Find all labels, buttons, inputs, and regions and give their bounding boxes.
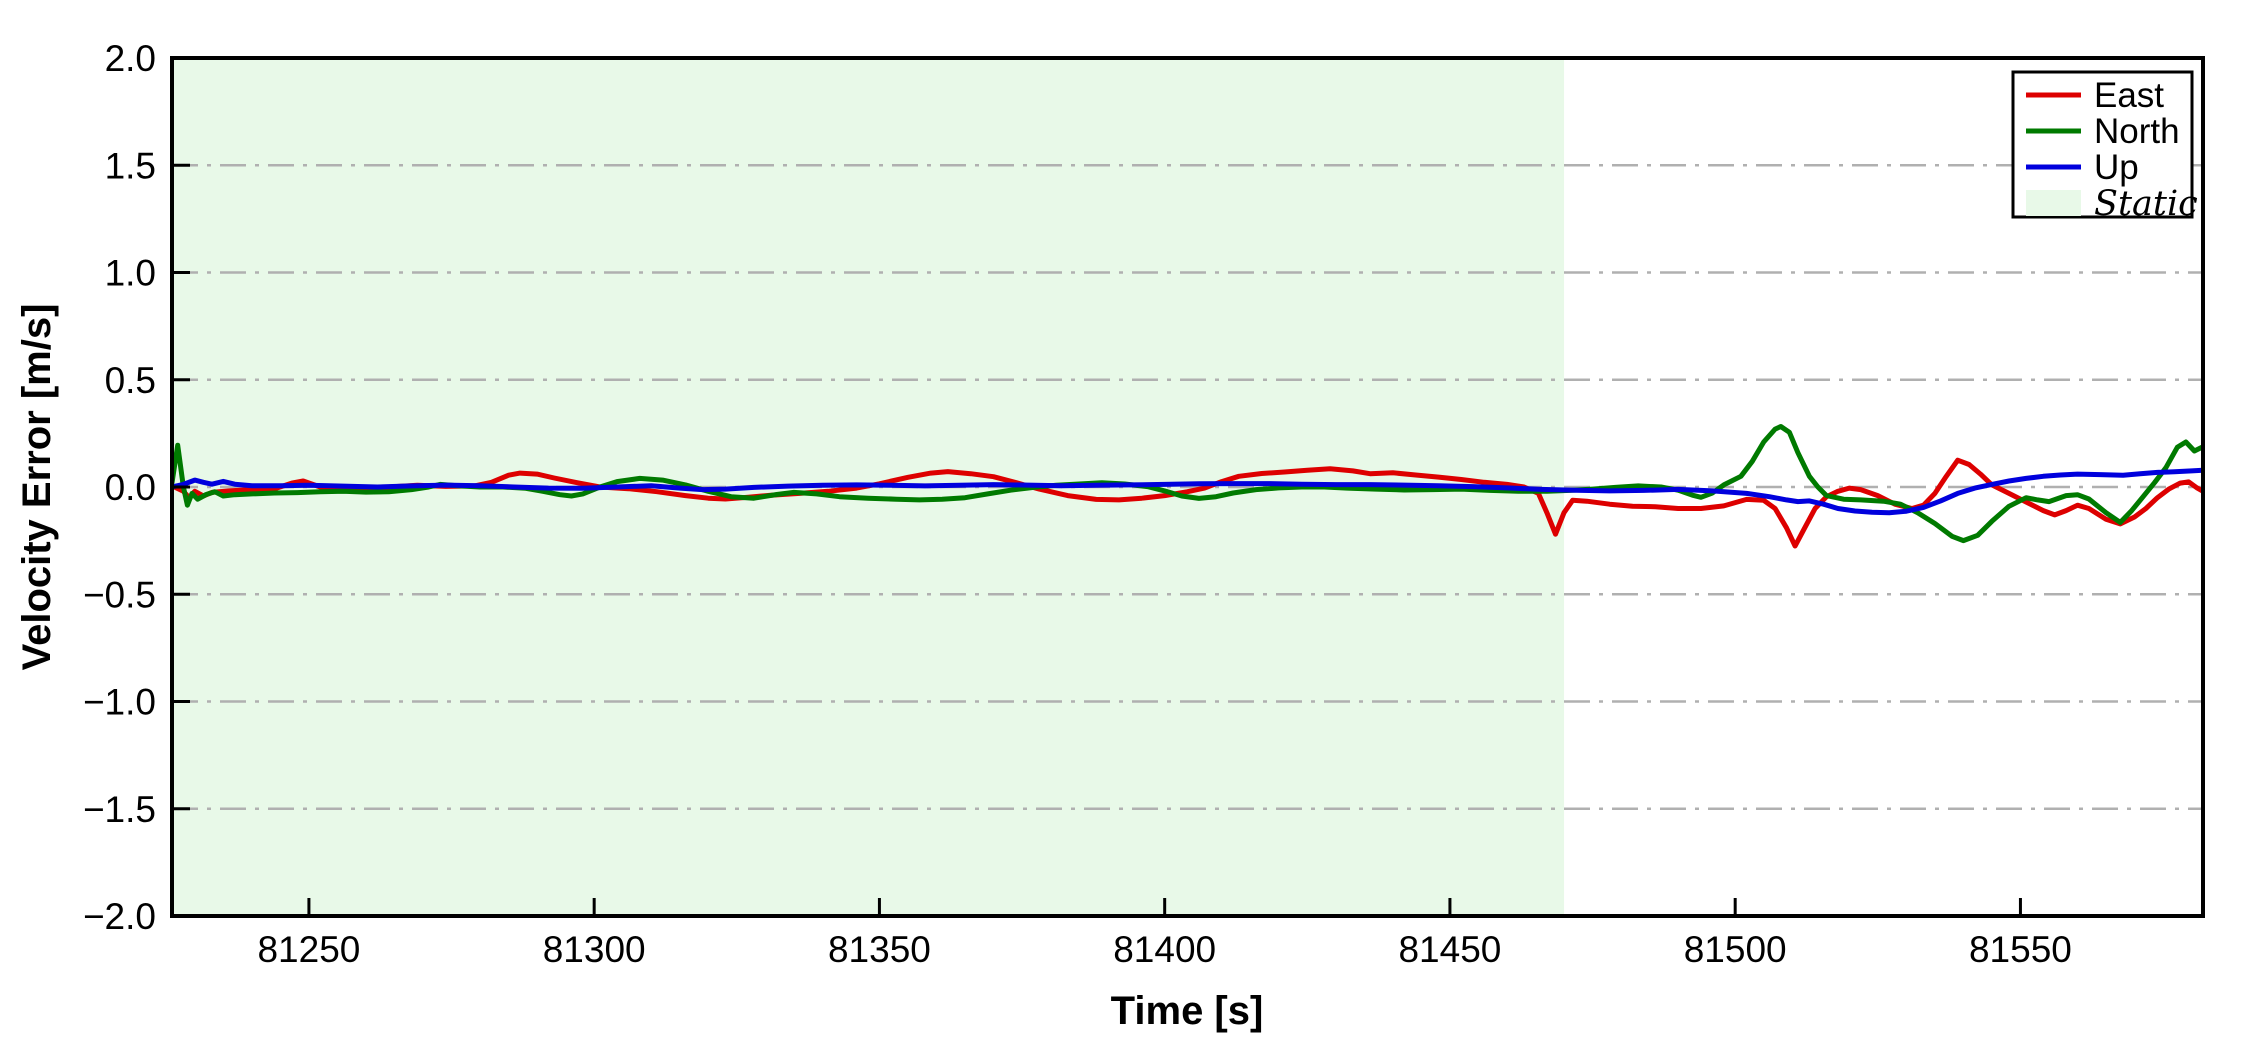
- y-tick-label: −1.5: [83, 789, 156, 830]
- series-up-line: [172, 467, 2203, 516]
- legend-north-label: North: [2094, 112, 2180, 151]
- legend-entry-static: Static: [2026, 184, 2198, 224]
- y-axis-label: Velocity Error [m/s]: [15, 304, 59, 671]
- x-tick-label: 81350: [828, 929, 931, 970]
- y-tick-label: 0.5: [105, 360, 156, 401]
- series-group: [172, 424, 2203, 549]
- legend-up-label: Up: [2094, 148, 2139, 187]
- legend-entry-up: Up: [2026, 148, 2139, 187]
- y-tick-label: −0.5: [83, 574, 156, 615]
- y-tick-label: 1.5: [105, 145, 156, 186]
- x-tick-label: 81550: [1969, 929, 2072, 970]
- x-tick-label: 81500: [1684, 929, 1787, 970]
- legend-static-label: Static: [2094, 184, 2198, 224]
- x-axis-label: Time [s]: [1111, 989, 1264, 1033]
- y-tick-label: 1.0: [105, 253, 156, 294]
- y-axis-ticks: 2.0 1.5 1.0 0.5 0.0 −0.5 −1.0 −1.5 −2.0: [83, 38, 190, 937]
- plot-generated: 81250 81300 81350 81400 81450 81500 81550 2.0 1.…: [83, 38, 2205, 970]
- legend-entry-north: North: [2026, 112, 2180, 151]
- x-tick-label: 81400: [1113, 929, 1216, 970]
- y-tick-label: −1.0: [83, 682, 156, 723]
- x-tick-label: 81250: [257, 929, 360, 970]
- x-tick-label: 81450: [1398, 929, 1501, 970]
- series-east-line: [172, 457, 2203, 549]
- legend-east-label: East: [2094, 76, 2164, 115]
- x-axis-ticks: 81250 81300 81350 81400 81450 81500 81550: [257, 898, 2072, 970]
- legend-entry-east: East: [2026, 76, 2164, 115]
- legend-static-swatch: [2026, 190, 2081, 216]
- y-tick-label: 2.0: [105, 38, 156, 79]
- y-tick-label: 0.0: [105, 467, 156, 508]
- x-tick-label: 81300: [543, 929, 646, 970]
- y-tick-label: −2.0: [83, 896, 156, 937]
